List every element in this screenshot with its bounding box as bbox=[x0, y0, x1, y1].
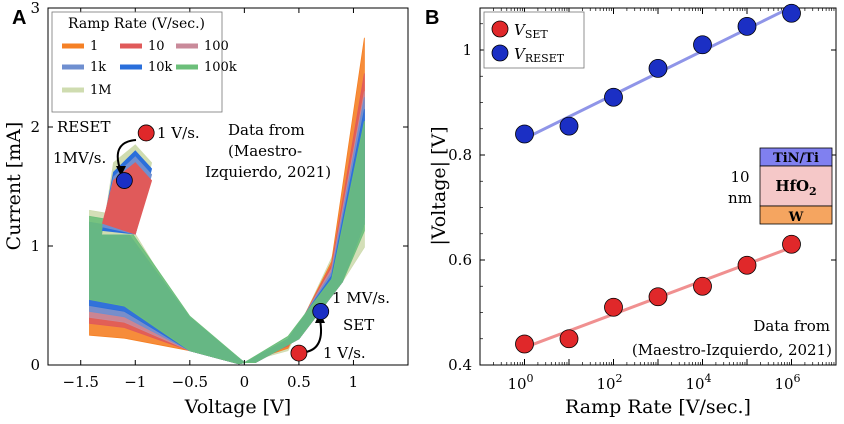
marker-set-slow bbox=[290, 344, 308, 362]
legend-label-100: 100 bbox=[204, 39, 229, 54]
point-V_SET-2 bbox=[604, 297, 623, 317]
a-xtick-label: −1 bbox=[124, 373, 146, 391]
b-xtick-label: 104 bbox=[685, 372, 711, 393]
reset-lobe-3 bbox=[102, 162, 153, 235]
legend-vset-marker bbox=[491, 20, 509, 38]
legend-box bbox=[51, 11, 223, 113]
series-V_SET bbox=[515, 234, 801, 354]
reset-label: RESET bbox=[57, 118, 110, 136]
iv-curves bbox=[89, 37, 365, 365]
data-from-a-line-3: Izquierdo, 2021) bbox=[205, 163, 331, 181]
panel-a-letter: A bbox=[12, 7, 26, 29]
inset-bottom-label: W bbox=[788, 210, 804, 225]
legend-items: 1 10 100 1k 10k 100k 1M bbox=[62, 39, 237, 98]
legend-title: Ramp Rate (V/sec.) bbox=[68, 16, 205, 32]
panel-a-legend: Ramp Rate (V/sec.) 1 10 100 1k 10k 100k 1M bbox=[51, 11, 237, 113]
point-V_SET-6 bbox=[782, 234, 801, 254]
marker-reset-fast bbox=[115, 172, 133, 189]
inset-middle-label: HfO2 bbox=[775, 177, 816, 198]
point-V_SET-1 bbox=[559, 329, 579, 349]
a-xtick-label: 0.5 bbox=[287, 373, 311, 391]
panel-b-xlabel: Ramp Rate [V/sec.] bbox=[565, 396, 751, 418]
b-ytick-label: 0.8 bbox=[448, 146, 472, 164]
series-V_RESET bbox=[515, 3, 801, 144]
set-arrow bbox=[305, 319, 322, 353]
a-xtick-label: −0.5 bbox=[172, 373, 208, 391]
set-slow-label: 1 V/s. bbox=[323, 344, 366, 362]
reset-slow-label: 1 V/s. bbox=[157, 124, 200, 142]
inset-top-label: TiN/Ti bbox=[773, 151, 819, 166]
iv-envelope-100k-negative bbox=[89, 215, 246, 365]
a-ytick-label: 3 bbox=[30, 0, 40, 17]
panel-b-letter: B bbox=[425, 7, 439, 29]
legend-label-1: 1 bbox=[90, 39, 98, 54]
point-V_RESET-0 bbox=[515, 124, 534, 144]
device-stack-inset: TiN/Ti HfO2 W 10 nm bbox=[728, 147, 833, 225]
b-ytick-label: 0.4 bbox=[448, 356, 472, 374]
panel-b-chart: 100 102 104 106 0.4 0.6 0.8 1 Ramp Rate [V/sec.… bbox=[428, 3, 837, 418]
legend-vreset-label: VRESET bbox=[514, 45, 565, 65]
reset-arrowhead bbox=[116, 166, 126, 176]
point-V_SET-5 bbox=[737, 255, 757, 275]
panel-a-frame bbox=[47, 7, 409, 366]
panel-a-markers bbox=[115, 124, 330, 362]
inset-thickness-value: 10 bbox=[730, 168, 749, 186]
b-xtick-label: 106 bbox=[774, 372, 800, 393]
a-xtick-label: 1 bbox=[349, 373, 359, 391]
data-from-b-line-2: (Maestro-Izquierdo, 2021) bbox=[632, 341, 832, 359]
point-V_RESET-1 bbox=[559, 116, 579, 136]
legend-label-1M: 1M bbox=[90, 83, 112, 98]
inset-thickness-unit: nm bbox=[728, 189, 752, 207]
set-label: SET bbox=[343, 316, 374, 334]
point-V_RESET-3 bbox=[648, 58, 668, 78]
legend-vset-label: VSET bbox=[514, 21, 548, 41]
point-V_RESET-6 bbox=[782, 3, 801, 23]
iv-envelope-100k-positive bbox=[242, 121, 365, 363]
panel-b-ticks: 100 102 104 106 0.4 0.6 0.8 1 bbox=[448, 8, 836, 393]
marker-set-fast bbox=[312, 303, 330, 320]
a-xtick-label: −1.5 bbox=[63, 373, 99, 391]
a-ytick-label: 1 bbox=[30, 237, 40, 255]
set-fast-label: 1 MV/s. bbox=[332, 289, 390, 307]
legend-label-10k: 10k bbox=[148, 60, 173, 75]
panel-b-legend: VSET VRESET bbox=[483, 11, 585, 69]
a-ytick-label: 0 bbox=[30, 356, 40, 374]
point-V_SET-4 bbox=[693, 276, 712, 296]
panel-a-ylabel: Current [mA] bbox=[3, 122, 25, 251]
b-ytick-label: 0.6 bbox=[448, 251, 472, 269]
panel-a-annotations: RESET 1 V/s. 1MV/s. Data from (Maestro- … bbox=[53, 118, 390, 362]
reset-lobes bbox=[102, 144, 153, 235]
point-V_RESET-5 bbox=[737, 16, 757, 36]
data-from-a-line-2: (Maestro- bbox=[228, 142, 302, 160]
point-V_RESET-2 bbox=[604, 87, 623, 107]
b-ytick-label: 1 bbox=[462, 41, 472, 59]
point-V_RESET-4 bbox=[693, 35, 712, 55]
data-from-b-line-1: Data from bbox=[753, 317, 830, 335]
a-ytick-label: 2 bbox=[30, 118, 40, 136]
legend-vreset-marker bbox=[491, 44, 509, 62]
point-V_SET-0 bbox=[515, 334, 534, 354]
panel-b-series bbox=[515, 3, 801, 354]
iv-envelope-100k bbox=[89, 121, 365, 365]
b-xtick-label: 100 bbox=[507, 372, 533, 393]
b-xtick-label: 102 bbox=[596, 372, 622, 393]
a-xtick-label: 0 bbox=[240, 373, 250, 391]
legend-label-1k: 1k bbox=[90, 60, 106, 75]
legend-label-10: 10 bbox=[148, 39, 165, 54]
legend-label-100k: 100k bbox=[204, 60, 237, 75]
reset-fast-label: 1MV/s. bbox=[53, 149, 106, 167]
marker-reset-slow bbox=[137, 124, 155, 142]
inset-bottom-layer bbox=[759, 205, 833, 225]
panel-b-ylabel: |Voltage| [V] bbox=[428, 126, 450, 245]
point-V_SET-3 bbox=[648, 287, 668, 307]
panel-a-xlabel: Voltage [V] bbox=[184, 396, 291, 418]
data-from-a-line-1: Data from bbox=[228, 121, 305, 139]
